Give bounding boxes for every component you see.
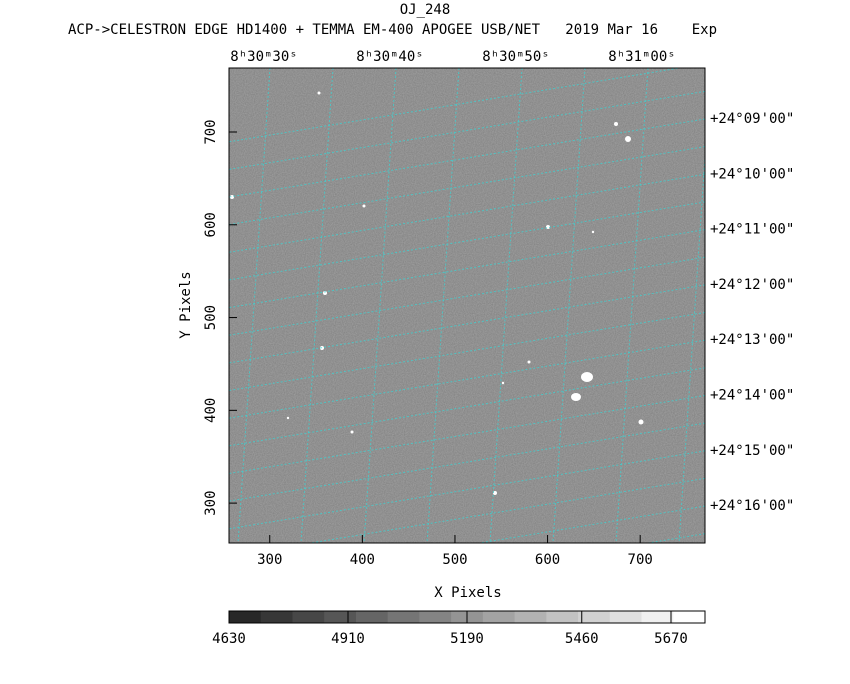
dec-label: +24°10'00" [710,166,794,182]
dec-grid-line [229,395,705,474]
dec-grid-line [229,450,705,530]
colorbar-segment [292,611,325,623]
ra-label: 8ʰ30ᵐ50ˢ [482,49,549,65]
dec-grid-line [229,367,705,447]
x-axis-label: X Pixels [434,585,501,601]
dec-label: +24°11'00" [710,222,794,238]
dec-grid-line [476,505,705,543]
dec-grid-line [229,422,705,502]
image-noise [229,68,705,543]
ra-label: 8ʰ31ᵐ00ˢ [608,49,675,65]
x-tick-label: 500 [442,552,467,568]
dec-grid-line [229,146,705,226]
colorbar-tick-label: 5670 [654,631,688,647]
x-tick-label: 400 [350,552,375,568]
ra-grid-line [678,149,705,543]
chart-title: OJ_248 [400,2,451,18]
dec-grid-line [229,229,705,309]
dec-grid-line [229,256,705,336]
colorbar-tick-label: 4630 [212,631,246,647]
colorbar-tick-label: 5460 [565,631,599,647]
dec-grid-line [229,339,705,419]
dec-grid-line [229,312,705,391]
ra-grid-line [615,68,649,543]
colorbar-tick-label: 4910 [331,631,365,647]
dec-grid-line [229,118,705,198]
colorbar-segment [609,611,643,623]
colorbar-segment [355,611,389,623]
colorbar-segment [482,611,516,623]
ra-grid-line [363,68,397,543]
plot-frame [228,67,706,544]
dec-label: +24°09'00" [710,111,794,127]
y-tick-label: 400 [203,398,219,423]
colorbar-tick-label: 5190 [450,631,484,647]
ra-grid-line [805,68,837,543]
ra-label: 8ʰ30ᵐ40ˢ [356,49,423,65]
dec-grid-line [229,68,683,143]
dec-label: +24°12'00" [710,277,794,293]
stars [230,91,644,495]
dec-grid-line [229,284,705,364]
colorbar-segment [673,611,706,623]
colorbar-segment [260,611,293,623]
x-tick-label: 300 [257,552,282,568]
x-tick-label: 700 [628,552,653,568]
dec-grid-line [229,173,705,253]
x-tick-label: 600 [535,552,560,568]
dec-grid-line [229,201,705,281]
y-tick-label: 500 [203,305,219,330]
ra-grid-line [489,68,523,543]
ra-grid-line [426,68,460,543]
colorbar-segment [419,611,452,623]
y-axis-label: Y Pixels [178,271,194,338]
chart-subtitle: ACP->CELESTRON EDGE HD1400 + TEMMA EM-40… [68,22,717,38]
colorbar-segment [641,611,674,623]
dec-label: +24°15'00" [710,443,794,459]
sky-image [228,67,837,544]
y-tick-label: 700 [203,119,219,144]
dec-grid-line [307,477,705,543]
colorbar-segment [324,611,357,623]
y-tick-label: 600 [203,212,219,237]
ra-label: 8ʰ30ᵐ30ˢ [230,49,297,65]
colorbar-segment [229,611,262,623]
ra-grid-line [237,68,271,543]
colorbar-segment [514,611,547,623]
dec-grid-line [229,90,705,170]
colorbar-segment [546,611,579,623]
y-tick-label: 300 [203,490,219,515]
ra-grid-line [300,68,334,543]
dec-label: +24°14'00" [710,388,794,404]
dec-label: +24°16'00" [710,498,794,514]
colorbar-segment [387,611,420,623]
colorbar-segment [578,611,611,623]
dec-label: +24°13'00" [710,332,794,348]
ra-grid-line [552,68,586,543]
